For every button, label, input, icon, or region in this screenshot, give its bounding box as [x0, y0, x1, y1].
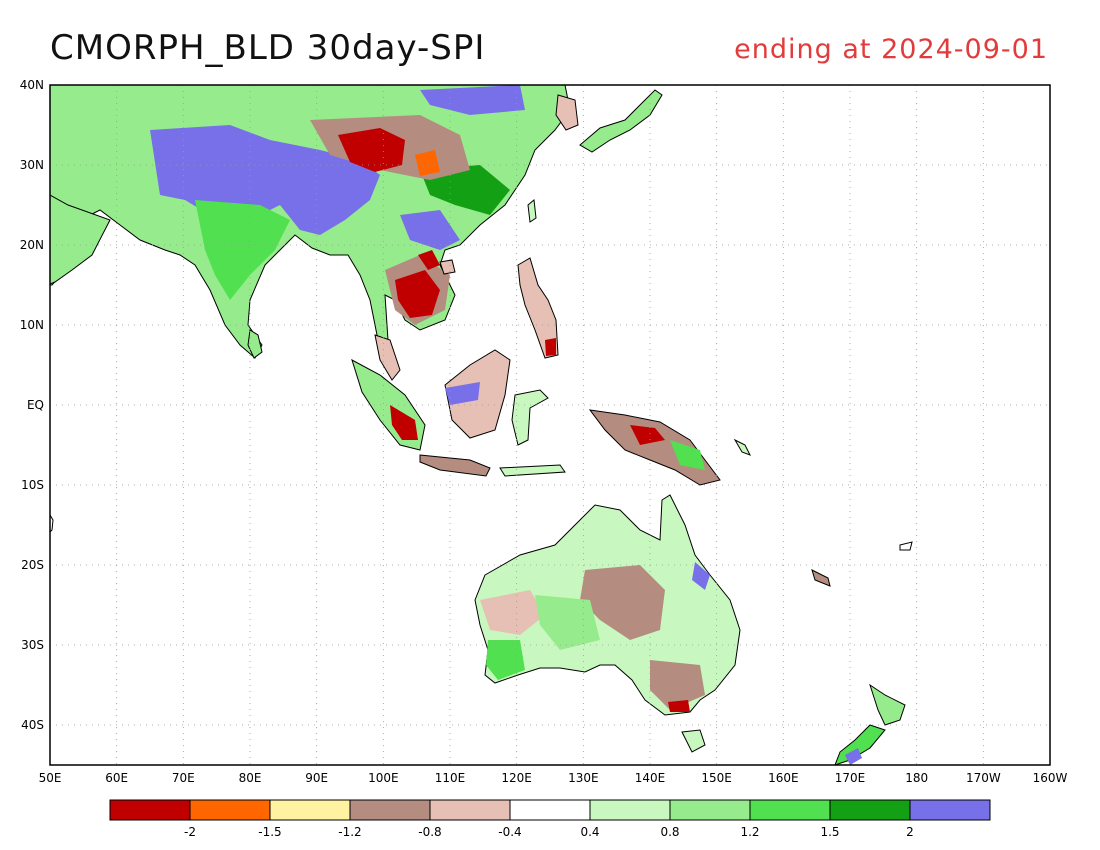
lat-tick-label: 20N: [20, 238, 44, 252]
legend-swatch: [429, 799, 511, 821]
legend-label: -0.8: [418, 825, 441, 839]
japan: [579, 89, 663, 153]
legend-swatch: [189, 799, 271, 821]
lat-tick-label: 40S: [21, 718, 44, 732]
legend-swatch: [509, 799, 591, 821]
lat-tick-label: 30S: [21, 638, 44, 652]
lon-tick-label: 180: [905, 771, 928, 785]
taiwan: [527, 199, 537, 223]
dry-area-indochina-core: [395, 270, 440, 318]
legend-swatch: [829, 799, 911, 821]
fiji: [899, 541, 913, 551]
wet-area-mongolia: [420, 85, 525, 115]
new-zealand-wet: [845, 748, 862, 765]
philippines: [517, 257, 559, 359]
lat-tick-label: 10N: [20, 318, 44, 332]
latitude-labels: 40N 30N 20N 10N EQ 10S 20S 30S 40S: [20, 78, 44, 732]
solomon-islands: [733, 438, 752, 456]
lesser-sunda: [499, 464, 566, 477]
australia-dry-southeast: [650, 660, 705, 710]
legend-label: -1.5: [258, 825, 281, 839]
borneo-wet: [445, 382, 480, 405]
australia-wet-east: [692, 562, 710, 590]
australia-red-southeast: [668, 700, 690, 712]
legend-swatch: [909, 799, 991, 821]
legend-swatch: [669, 799, 751, 821]
lon-tick-label: 90E: [305, 771, 328, 785]
new-guinea: [588, 409, 721, 486]
map-frame: [49, 84, 1051, 766]
new-guinea-wet: [670, 440, 705, 470]
legend-swatch: [749, 799, 831, 821]
green-area-india: [195, 200, 290, 300]
longitude-labels: 50E 60E 70E 80E 90E 100E 110E 120E 130E 140E 150E 1…: [39, 771, 1068, 785]
legend-label: -0.4: [498, 825, 521, 839]
sulawesi: [511, 389, 549, 446]
lat-tick-label: 10S: [21, 478, 44, 492]
color-legend: -2 -1.5 -1.2 -0.8 -0.4 0.4 0.8 1.2 1.5 2: [109, 799, 991, 839]
lon-tick-label: 110E: [435, 771, 466, 785]
legend-label: 1.2: [740, 825, 759, 839]
green-area-china: [420, 165, 510, 215]
legend-label: -2: [184, 825, 196, 839]
australia-green-band: [535, 595, 600, 650]
lat-tick-label: 30N: [20, 158, 44, 172]
new-caledonia: [811, 569, 831, 587]
legend-label: 2: [906, 825, 914, 839]
dry-area-china-orange: [415, 150, 440, 176]
new-guinea-dry: [630, 425, 665, 445]
new-zealand-north: [869, 683, 906, 726]
lat-tick-label: 20S: [21, 558, 44, 572]
lat-tick-label: 40N: [20, 78, 44, 92]
sri-lanka: [247, 329, 263, 359]
dry-area-china-core: [338, 128, 405, 172]
legend-swatch: [109, 799, 191, 821]
legend-label: -1.2: [338, 825, 361, 839]
map-title: CMORPH_BLD 30day-SPI: [50, 28, 486, 68]
tasmania: [681, 729, 706, 753]
legend-swatch: [349, 799, 431, 821]
lon-tick-label: 160W: [1033, 771, 1068, 785]
dry-area-vietnam: [418, 250, 440, 270]
lon-tick-label: 60E: [105, 771, 128, 785]
malay-peninsula: [374, 334, 401, 381]
lon-tick-label: 80E: [239, 771, 262, 785]
lon-tick-label: 70E: [172, 771, 195, 785]
lon-tick-label: 130E: [568, 771, 599, 785]
lon-tick-label: 160E: [768, 771, 799, 785]
madagascar-edge: [50, 514, 54, 533]
lon-tick-label: 150E: [701, 771, 732, 785]
spi-fill-layer: [50, 85, 913, 765]
lon-tick-label: 100E: [368, 771, 399, 785]
legend-swatch: [269, 799, 351, 821]
legend-label: 1.5: [820, 825, 839, 839]
australia-green-sw: [486, 640, 525, 680]
lon-tick-label: 120E: [501, 771, 532, 785]
lon-tick-label: 50E: [39, 771, 62, 785]
wet-area-southchina: [400, 210, 460, 250]
lon-tick-label: 170E: [835, 771, 866, 785]
legend-swatch: [589, 799, 671, 821]
lon-tick-label: 170W: [966, 771, 1001, 785]
java: [419, 454, 491, 477]
korea: [555, 94, 579, 131]
australia-dry-central: [580, 565, 665, 640]
philippines-dry: [545, 338, 556, 356]
lon-tick-label: 140E: [635, 771, 666, 785]
hainan: [439, 259, 456, 275]
legend-label: 0.4: [580, 825, 599, 839]
map-subtitle: ending at 2024-09-01: [734, 34, 1048, 65]
sumatra-dry: [390, 405, 418, 440]
legend-label: 0.8: [660, 825, 679, 839]
australia-dry-west: [480, 590, 545, 635]
arabia-region: [50, 194, 111, 285]
lat-tick-label: EQ: [27, 398, 44, 412]
